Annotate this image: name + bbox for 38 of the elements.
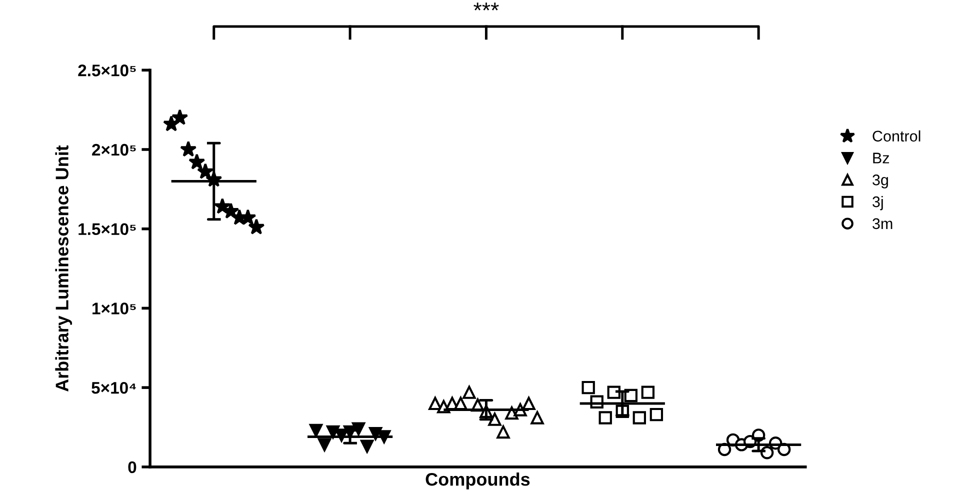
point bbox=[650, 408, 664, 422]
point bbox=[172, 109, 188, 125]
point bbox=[309, 424, 323, 438]
point bbox=[318, 438, 332, 452]
y-tick-label: 0 bbox=[128, 461, 136, 474]
legend-label: 3g bbox=[872, 174, 888, 188]
point bbox=[240, 209, 256, 225]
y-tick-label: 1×10⁵ bbox=[92, 302, 136, 314]
text: *** bbox=[474, 2, 499, 10]
point bbox=[488, 412, 502, 426]
point bbox=[632, 411, 646, 424]
point bbox=[248, 218, 265, 234]
point bbox=[360, 440, 374, 453]
y-tick-label: 2.5×10⁵ bbox=[78, 64, 136, 76]
point bbox=[197, 163, 214, 179]
legend-label: Bz bbox=[873, 152, 890, 164]
point bbox=[188, 154, 206, 170]
x-axis-title: Compounds bbox=[426, 472, 530, 490]
legend-label: Control bbox=[872, 130, 920, 142]
y-tick-label: 5×10⁴ bbox=[92, 382, 136, 394]
legend-label: 3m bbox=[872, 218, 892, 230]
point bbox=[582, 380, 595, 394]
legend-label: 3j bbox=[872, 196, 883, 210]
point bbox=[180, 140, 197, 157]
point bbox=[522, 396, 536, 410]
point bbox=[530, 411, 544, 424]
y-tick-label: 2×10⁵ bbox=[92, 144, 136, 156]
point bbox=[598, 411, 612, 424]
point bbox=[462, 386, 476, 399]
point bbox=[760, 446, 774, 460]
point bbox=[607, 386, 620, 399]
point bbox=[641, 386, 655, 399]
y-axis-title: Arbitrary Luminescence Unit bbox=[55, 145, 72, 392]
y-tick-label: 1.5×10⁵ bbox=[78, 223, 136, 236]
point bbox=[352, 422, 366, 436]
point bbox=[428, 396, 442, 410]
point bbox=[624, 388, 638, 402]
point bbox=[496, 425, 510, 439]
